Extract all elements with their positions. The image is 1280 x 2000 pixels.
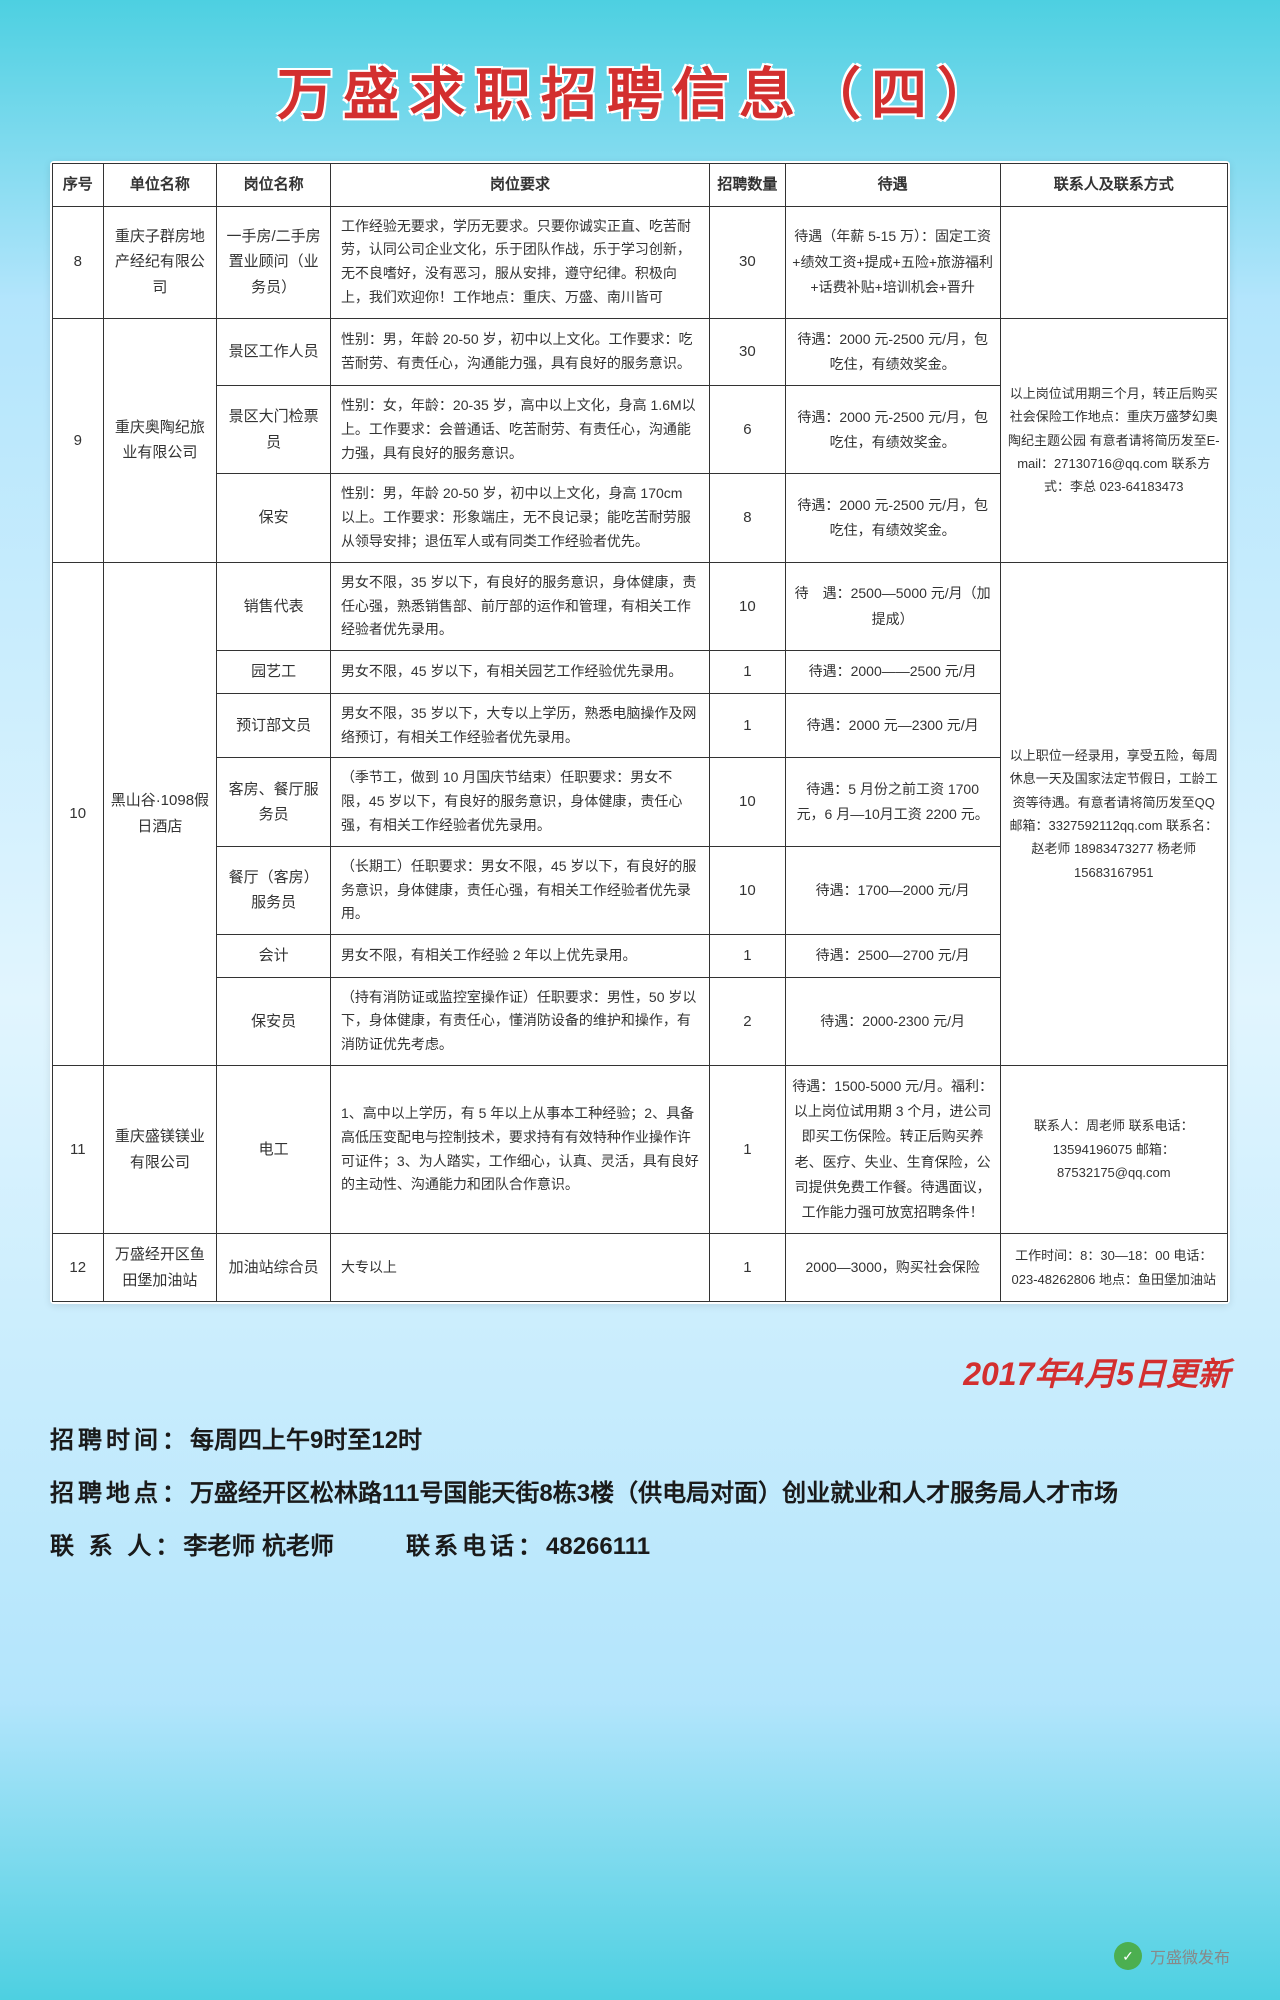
footer-time-value: 每周四上午9时至12时 bbox=[190, 1427, 422, 1454]
table-cell: 待遇：2000——2500 元/月 bbox=[785, 651, 1000, 694]
table-cell: （季节工，做到 10 月国庆节结束）任职要求：男女不限，45 岁以下，有良好的服… bbox=[330, 758, 709, 846]
table-cell: 工作经验无要求，学历无要求。只要你诚实正直、吃苦耐劳，认同公司企业文化，乐于团队… bbox=[330, 206, 709, 318]
table-cell bbox=[1000, 206, 1227, 318]
table-cell: 销售代表 bbox=[217, 562, 331, 650]
table-cell: 10 bbox=[53, 562, 104, 1065]
footer-phone-label: 联系电话： bbox=[406, 1533, 546, 1560]
th-company: 单位名称 bbox=[103, 164, 217, 207]
footer-time-label: 招聘时间： bbox=[50, 1427, 190, 1454]
table-cell: 30 bbox=[709, 318, 785, 385]
table-cell: 待遇：2500—2700 元/月 bbox=[785, 935, 1000, 978]
table-cell: 保安 bbox=[217, 474, 331, 562]
th-treatment: 待遇 bbox=[785, 164, 1000, 207]
table-row: 10黑山谷·1098假日酒店销售代表男女不限，35 岁以下，有良好的服务意识，身… bbox=[53, 562, 1228, 650]
footer-place-label: 招聘地点： bbox=[50, 1480, 190, 1507]
table-cell: 9 bbox=[53, 318, 104, 562]
table-cell: （长期工）任职要求：男女不限，45 岁以下，有良好的服务意识，身体健康，责任心强… bbox=[330, 846, 709, 934]
table-cell: 2000—3000，购买社会保险 bbox=[785, 1234, 1000, 1302]
job-table-container: 序号 单位名称 岗位名称 岗位要求 招聘数量 待遇 联系人及联系方式 8重庆子群… bbox=[50, 161, 1230, 1304]
table-cell: 餐厅（客房）服务员 bbox=[217, 846, 331, 934]
table-cell: 10 bbox=[709, 562, 785, 650]
wechat-name: 万盛微发布 bbox=[1150, 1944, 1230, 1968]
table-cell: 性别：男，年龄 20-50 岁，初中以上文化。工作要求：吃苦耐劳、有责任心，沟通… bbox=[330, 318, 709, 385]
table-cell: 景区工作人员 bbox=[217, 318, 331, 385]
th-requirement: 岗位要求 bbox=[330, 164, 709, 207]
table-row: 9重庆奥陶纪旅业有限公司景区工作人员性别：男，年龄 20-50 岁，初中以上文化… bbox=[53, 318, 1228, 385]
table-cell: 待遇：2000 元-2500 元/月，包吃住，有绩效奖金。 bbox=[785, 318, 1000, 385]
table-cell: 1 bbox=[709, 693, 785, 758]
table-cell: 以上岗位试用期三个月，转正后购买社会保险工作地点：重庆万盛梦幻奥陶纪主题公园 有… bbox=[1000, 318, 1227, 562]
th-seq: 序号 bbox=[53, 164, 104, 207]
table-cell: 2 bbox=[709, 977, 785, 1065]
table-cell: 待遇：1700—2000 元/月 bbox=[785, 846, 1000, 934]
wechat-badge: ✓ 万盛微发布 bbox=[1114, 1942, 1230, 1970]
table-cell: 以上职位一经录用，享受五险，每周休息一天及国家法定节假日，工龄工资等待遇。有意者… bbox=[1000, 562, 1227, 1065]
table-cell: 1 bbox=[709, 935, 785, 978]
table-cell: 8 bbox=[709, 474, 785, 562]
table-cell: 1、高中以上学历，有 5 年以上从事本工种经验；2、具备高低压变配电与控制技术，… bbox=[330, 1066, 709, 1234]
table-cell: 性别：男，年龄 20-50 岁，初中以上文化，身高 170cm 以上。工作要求：… bbox=[330, 474, 709, 562]
table-cell: 景区大门检票员 bbox=[217, 386, 331, 474]
table-cell: 大专以上 bbox=[330, 1234, 709, 1302]
footer-person-value: 李老师 杭老师 bbox=[183, 1533, 334, 1560]
table-cell: 会计 bbox=[217, 935, 331, 978]
table-cell: 待遇：2000 元-2500 元/月，包吃住，有绩效奖金。 bbox=[785, 474, 1000, 562]
table-cell: （持有消防证或监控室操作证）任职要求：男性，50 岁以下，身体健康，有责任心，懂… bbox=[330, 977, 709, 1065]
table-cell: 电工 bbox=[217, 1066, 331, 1234]
table-cell: 30 bbox=[709, 206, 785, 318]
table-cell: 待遇：5 月份之前工资 1700 元，6 月—10月工资 2200 元。 bbox=[785, 758, 1000, 846]
table-cell: 11 bbox=[53, 1066, 104, 1234]
th-position: 岗位名称 bbox=[217, 164, 331, 207]
table-cell: 预订部文员 bbox=[217, 693, 331, 758]
table-row: 11重庆盛镁镁业有限公司电工1、高中以上学历，有 5 年以上从事本工种经验；2、… bbox=[53, 1066, 1228, 1234]
table-cell: 重庆盛镁镁业有限公司 bbox=[103, 1066, 217, 1234]
table-cell: 12 bbox=[53, 1234, 104, 1302]
table-cell: 工作时间：8：30—18：00 电话：023-48262806 地点：鱼田堡加油… bbox=[1000, 1234, 1227, 1302]
table-cell: 待遇：2000 元—2300 元/月 bbox=[785, 693, 1000, 758]
table-cell: 加油站综合员 bbox=[217, 1234, 331, 1302]
table-cell: 男女不限，有相关工作经验 2 年以上优先录用。 bbox=[330, 935, 709, 978]
table-cell: 一手房/二手房 置业顾问（业务员） bbox=[217, 206, 331, 318]
th-qty: 招聘数量 bbox=[709, 164, 785, 207]
table-cell: 保安员 bbox=[217, 977, 331, 1065]
footer-info: 招聘时间：每周四上午9时至12时 招聘地点：万盛经开区松林路111号国能天街8栋… bbox=[0, 1405, 1280, 1593]
table-cell: 重庆奥陶纪旅业有限公司 bbox=[103, 318, 217, 562]
job-table: 序号 单位名称 岗位名称 岗位要求 招聘数量 待遇 联系人及联系方式 8重庆子群… bbox=[52, 163, 1228, 1302]
table-cell: 男女不限，35 岁以下，有良好的服务意识，身体健康，责任心强，熟悉销售部、前厅部… bbox=[330, 562, 709, 650]
table-cell: 待遇：2000 元-2500 元/月，包吃住，有绩效奖金。 bbox=[785, 386, 1000, 474]
table-cell: 待遇：2000-2300 元/月 bbox=[785, 977, 1000, 1065]
footer-person-label: 联 系 人： bbox=[50, 1533, 183, 1560]
table-cell: 重庆子群房地产经纪有限公司 bbox=[103, 206, 217, 318]
table-cell: 8 bbox=[53, 206, 104, 318]
table-cell: 性别：女，年龄：20-35 岁，高中以上文化，身高 1.6M以上。工作要求：会普… bbox=[330, 386, 709, 474]
table-cell: 10 bbox=[709, 758, 785, 846]
footer-phone-value: 48266111 bbox=[546, 1533, 650, 1560]
wechat-icon: ✓ bbox=[1114, 1942, 1142, 1970]
table-cell: 联系人：周老师 联系电话：13594196075 邮箱：87532175@qq.… bbox=[1000, 1066, 1227, 1234]
table-cell: 10 bbox=[709, 846, 785, 934]
table-cell: 1 bbox=[709, 1066, 785, 1234]
table-cell: 6 bbox=[709, 386, 785, 474]
table-row: 8重庆子群房地产经纪有限公司一手房/二手房 置业顾问（业务员）工作经验无要求，学… bbox=[53, 206, 1228, 318]
table-cell: 园艺工 bbox=[217, 651, 331, 694]
table-row: 12万盛经开区鱼田堡加油站加油站综合员大专以上12000—3000，购买社会保险… bbox=[53, 1234, 1228, 1302]
table-cell: 男女不限，45 岁以下，有相关园艺工作经验优先录用。 bbox=[330, 651, 709, 694]
table-cell: 客房、餐厅服务员 bbox=[217, 758, 331, 846]
table-cell: 万盛经开区鱼田堡加油站 bbox=[103, 1234, 217, 1302]
table-cell: 待遇（年薪 5-15 万）：固定工资+绩效工资+提成+五险+旅游福利+话费补贴+… bbox=[785, 206, 1000, 318]
table-cell: 待 遇：2500—5000 元/月（加提成） bbox=[785, 562, 1000, 650]
table-cell: 待遇：1500-5000 元/月。福利：以上岗位试用期 3 个月，进公司即买工伤… bbox=[785, 1066, 1000, 1234]
footer-place-value: 万盛经开区松林路111号国能天街8栋3楼（供电局对面）创业就业和人才服务局人才市… bbox=[190, 1480, 1118, 1507]
update-date: 2017年4月5日更新 bbox=[0, 1349, 1230, 1395]
table-cell: 黑山谷·1098假日酒店 bbox=[103, 562, 217, 1065]
th-contact: 联系人及联系方式 bbox=[1000, 164, 1227, 207]
table-cell: 男女不限，35 岁以下，大专以上学历，熟悉电脑操作及网络预订，有相关工作经验者优… bbox=[330, 693, 709, 758]
page-title: 万盛求职招聘信息（四） bbox=[50, 50, 1230, 131]
table-cell: 1 bbox=[709, 651, 785, 694]
table-cell: 1 bbox=[709, 1234, 785, 1302]
